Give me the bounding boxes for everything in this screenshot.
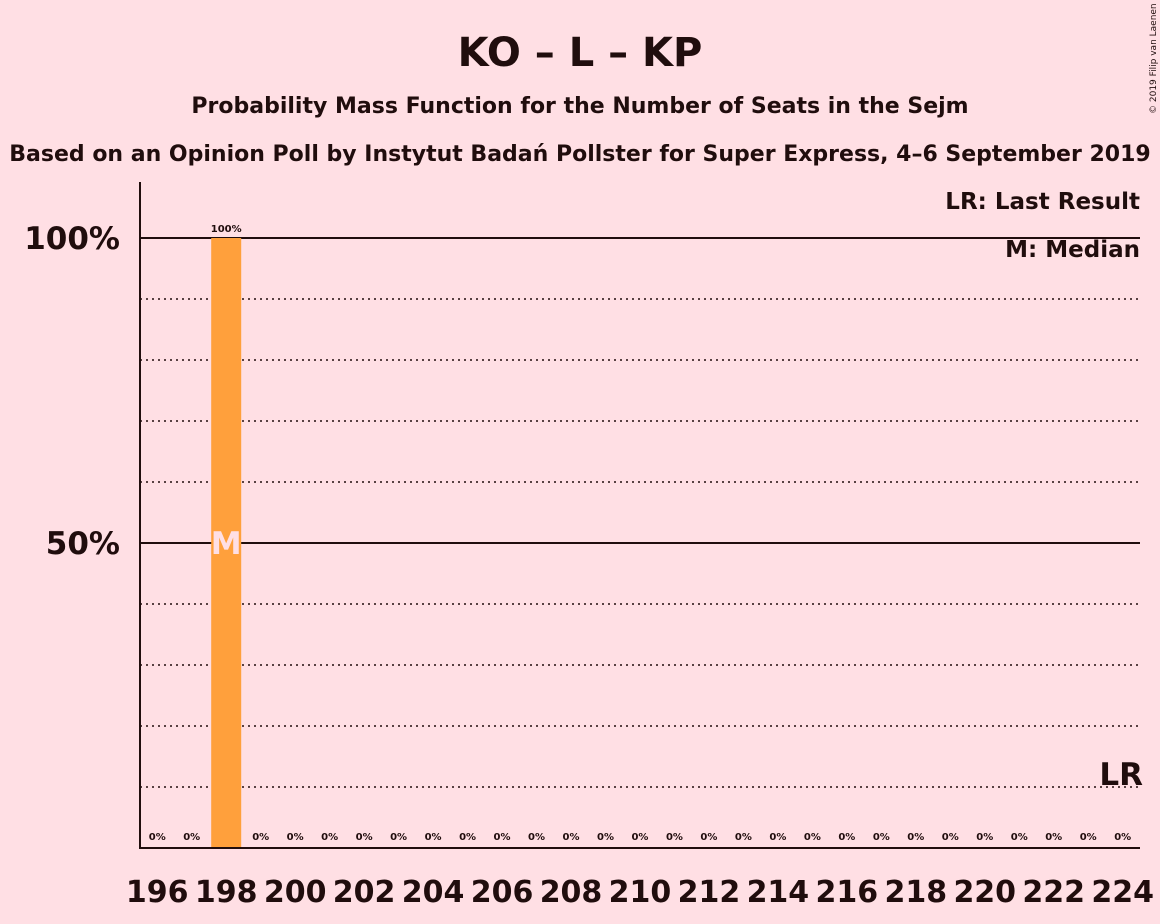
data-label-205: 0%	[459, 832, 476, 843]
data-label-208: 0%	[563, 832, 580, 843]
last-result-marker: LR	[1099, 757, 1143, 793]
data-label-198: 100%	[211, 224, 242, 235]
chart-subtitle: Probability Mass Function for the Number…	[191, 94, 968, 119]
x-tick-label: 206	[471, 875, 534, 910]
x-tick-label: 214	[747, 875, 810, 910]
x-tick-label: 204	[402, 875, 465, 910]
data-label-213: 0%	[735, 832, 752, 843]
x-tick-label: 222	[1022, 875, 1085, 910]
data-label-218: 0%	[907, 832, 924, 843]
data-label-201: 0%	[321, 832, 338, 843]
x-tick-label: 198	[195, 875, 258, 910]
legend-last-result: LR: Last Result	[945, 189, 1140, 215]
chart-title: KO – L – KP	[458, 30, 703, 76]
data-label-215: 0%	[804, 832, 821, 843]
x-tick-label: 202	[333, 875, 396, 910]
grid-lines	[140, 237, 1140, 788]
x-tick-label: 208	[540, 875, 603, 910]
data-label-196: 0%	[149, 832, 166, 843]
legend-median: M: Median	[1005, 237, 1140, 263]
median-marker: M	[211, 526, 242, 562]
data-label-223: 0%	[1080, 832, 1097, 843]
data-label-204: 0%	[425, 832, 442, 843]
data-label-211: 0%	[666, 832, 683, 843]
data-label-207: 0%	[528, 832, 545, 843]
data-label-214: 0%	[769, 832, 786, 843]
x-axis-ticks: 196 198 200 202 204 206 208 210 212 214 216 218 220 2…	[126, 875, 1154, 910]
data-label-206: 0%	[494, 832, 511, 843]
y-tick-label: 50%	[46, 526, 120, 562]
data-label-224: 0%	[1114, 832, 1131, 843]
x-tick-label: 196	[126, 875, 189, 910]
data-label-209: 0%	[597, 832, 614, 843]
y-axis-ticks: 50% 100%	[24, 221, 120, 562]
x-tick-label: 212	[678, 875, 741, 910]
x-tick-label: 220	[953, 875, 1016, 910]
x-tick-label: 218	[884, 875, 947, 910]
data-label-203: 0%	[390, 832, 407, 843]
chart-subtitle-poll: Based on an Opinion Poll by Instytut Bad…	[9, 142, 1150, 167]
y-tick-label: 100%	[24, 221, 120, 257]
data-label-220: 0%	[976, 832, 993, 843]
x-tick-label: 210	[609, 875, 672, 910]
data-label-222: 0%	[1045, 832, 1062, 843]
x-tick-label: 200	[264, 875, 327, 910]
bar-seat-198	[211, 238, 242, 848]
data-label-221: 0%	[1011, 832, 1028, 843]
data-label-219: 0%	[942, 832, 959, 843]
data-label-202: 0%	[356, 832, 373, 843]
data-label-200: 0%	[287, 832, 304, 843]
data-label-212: 0%	[700, 832, 717, 843]
data-labels: 0% 0% 100% 0% 0% 0% 0% 0% 0% 0% 0% 0% 0% 0% 0% 0% 0% 0% 0%…	[149, 224, 1131, 843]
data-label-217: 0%	[873, 832, 890, 843]
x-tick-label: 216	[816, 875, 879, 910]
data-label-216: 0%	[838, 832, 855, 843]
copyright-text: © 2019 Filip van Laenen	[1149, 3, 1159, 114]
x-tick-label: 224	[1091, 875, 1154, 910]
data-label-210: 0%	[631, 832, 648, 843]
data-label-197: 0%	[183, 832, 200, 843]
bars	[211, 238, 242, 848]
data-label-199: 0%	[252, 832, 269, 843]
